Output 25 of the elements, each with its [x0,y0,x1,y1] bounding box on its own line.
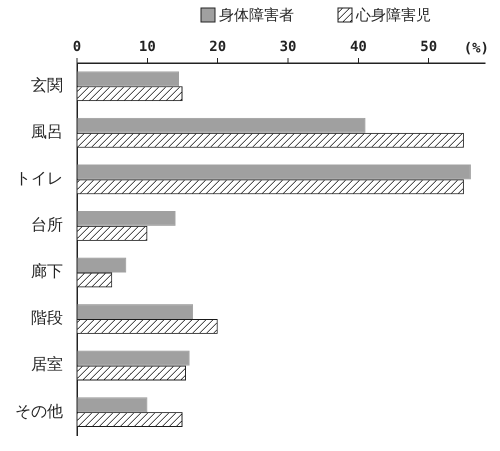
y-tick-label: その他 [15,401,63,420]
y-tick-label: 居室 [31,354,63,374]
x-tick-label: 40 [350,39,367,56]
legend-label: 身体障害者 [219,6,294,24]
bar [78,304,194,320]
x-tick-label: 10 [138,39,156,56]
bar [78,71,179,86]
y-tick-label: 階段 [31,308,63,328]
bar [78,118,366,133]
bar [78,350,190,366]
x-tick-label: 30 [280,39,296,56]
legend-label: 心身障害児 [355,6,431,24]
y-tick-label: 玄関 [31,75,63,94]
y-tick-label: 台所 [31,215,63,234]
x-tick-label: 50 [420,39,438,56]
x-tick-label: 20 [209,39,226,56]
bar [78,211,176,226]
y-tick-label: 廊下 [31,262,63,281]
bar [78,397,148,412]
x-axis-title: (%) [464,40,489,57]
bar [78,164,471,180]
x-tick-label: 0 [72,39,82,56]
y-tick-label: 風呂 [31,122,63,141]
bar [78,258,126,272]
y-tick-label: トイレ [15,168,63,188]
